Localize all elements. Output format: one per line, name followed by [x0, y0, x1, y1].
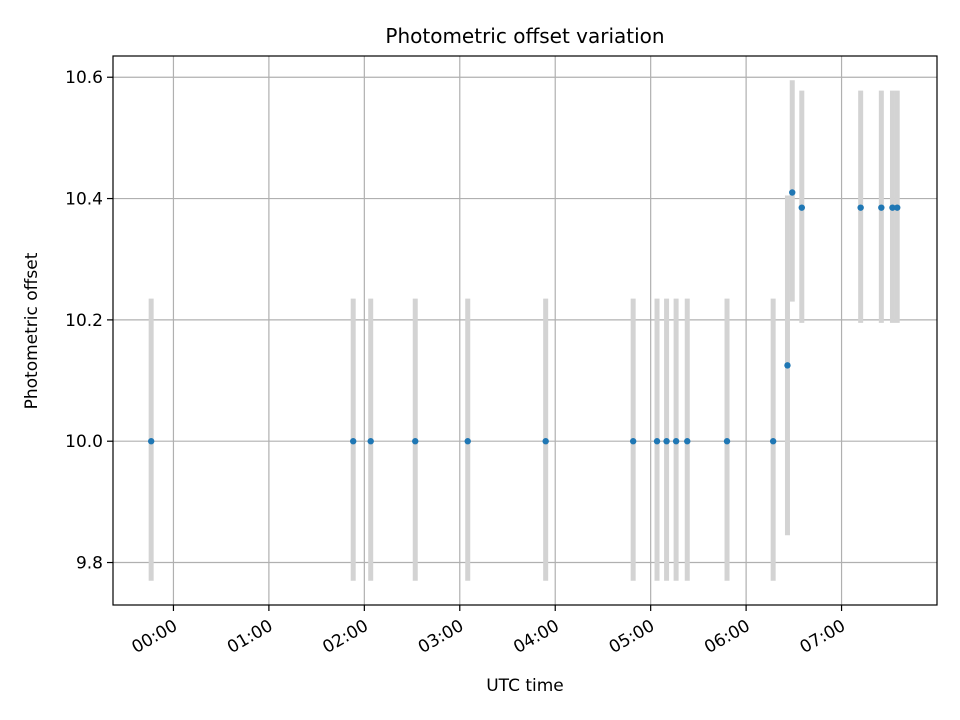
- x-tick-label: 07:00: [797, 616, 849, 658]
- x-tick-label: 00:00: [129, 616, 181, 658]
- x-tick-label: 03:00: [415, 616, 467, 658]
- data-point: [894, 204, 901, 211]
- data-point: [412, 438, 419, 445]
- y-axis-ticks: 9.8 10.0 10.2 10.4 10.6: [65, 68, 113, 574]
- data-point: [367, 438, 374, 445]
- x-axis-ticks: 00:00 01:00 02:00 03:00 04:00 05:00 06:00 07:00: [129, 605, 849, 658]
- data-point: [684, 438, 691, 445]
- data-point: [147, 438, 155, 445]
- data-point: [653, 438, 661, 445]
- data-point: [769, 438, 777, 445]
- data-point: [857, 204, 864, 211]
- y-tick-label: 10.0: [65, 432, 103, 452]
- y-tick-label: 10.6: [65, 68, 103, 88]
- point-group: [147, 189, 901, 445]
- chart-title: Photometric offset variation: [385, 24, 664, 48]
- x-tick-label: 02:00: [319, 616, 371, 658]
- y-tick-label: 9.8: [76, 554, 103, 574]
- x-axis-label: UTC time: [486, 676, 564, 696]
- plot-frame: [112, 55, 938, 606]
- data-point: [542, 438, 549, 445]
- x-tick-label: 05:00: [606, 616, 658, 658]
- errorbar-group: [148, 80, 900, 581]
- x-tick-label: 06:00: [701, 616, 753, 658]
- data-point: [350, 438, 357, 445]
- data-point: [889, 204, 896, 211]
- data-point: [663, 438, 670, 445]
- grid-lines: [113, 56, 937, 605]
- data-point: [878, 204, 885, 211]
- data-point: [798, 204, 805, 211]
- y-tick-label: 10.2: [65, 311, 103, 331]
- x-tick-label: 04:00: [510, 616, 562, 658]
- y-axis-label: Photometric offset: [22, 252, 42, 409]
- data-point: [784, 362, 791, 369]
- data-point: [672, 438, 680, 445]
- data-point: [629, 438, 637, 445]
- y-tick-label: 10.4: [65, 190, 103, 210]
- x-tick-label: 01:00: [224, 616, 276, 658]
- data-point: [789, 189, 796, 196]
- data-point: [464, 438, 471, 445]
- data-point: [723, 438, 731, 445]
